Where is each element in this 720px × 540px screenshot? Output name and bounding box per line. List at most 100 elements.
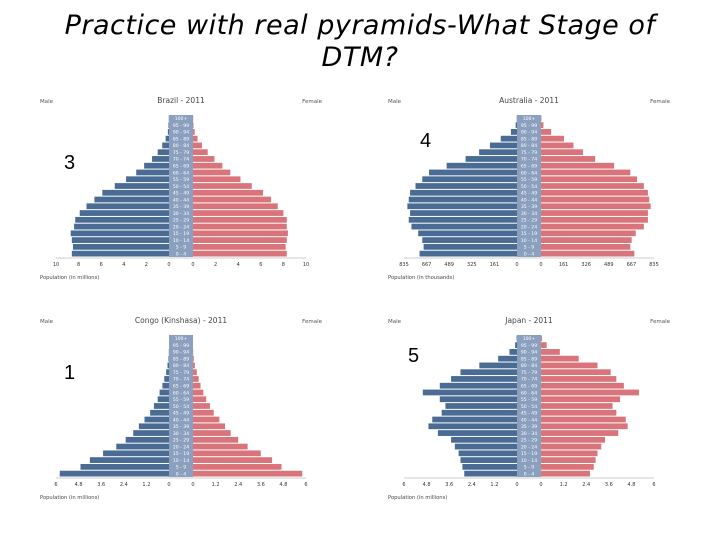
- age-label: 65 - 69: [521, 383, 537, 389]
- age-label: 75 - 79: [173, 150, 189, 156]
- female-bar: [193, 376, 199, 382]
- x-axis-label: Population (in millions): [40, 275, 99, 281]
- female-bar: [541, 349, 560, 355]
- age-label: 30 - 34: [521, 211, 537, 217]
- age-label: 60 - 64: [521, 390, 537, 396]
- x-tick-label: 0: [191, 262, 194, 268]
- male-bar: [144, 416, 169, 423]
- male-bar: [515, 342, 517, 349]
- male-bar: [102, 189, 169, 196]
- male-bar: [510, 129, 517, 135]
- male-bar: [167, 362, 169, 369]
- age-label: 65 - 69: [173, 163, 189, 169]
- age-label-band: [517, 115, 541, 257]
- female-bar: [541, 443, 602, 450]
- x-tick-label: 0: [167, 482, 170, 488]
- x-tick-label: 0: [191, 482, 194, 488]
- x-tick-label: 2: [214, 262, 217, 268]
- x-tick-label: 4.8: [423, 482, 431, 488]
- x-tick-label: 0: [515, 482, 518, 488]
- female-bar: [193, 223, 287, 230]
- stage-label-congo: 1: [64, 362, 76, 384]
- female-bar: [193, 470, 303, 477]
- male-bar: [439, 396, 517, 403]
- age-label: 5 - 9: [176, 245, 187, 251]
- age-label: 5 - 9: [524, 245, 535, 251]
- female-bar: [193, 162, 223, 169]
- male-bar: [515, 122, 517, 129]
- stage-label-australia: 4: [420, 130, 432, 152]
- female-label: Female: [650, 319, 671, 325]
- male-bar: [167, 129, 169, 135]
- age-label: 20 - 24: [521, 444, 537, 450]
- female-bar: [541, 423, 628, 430]
- male-bar: [86, 203, 169, 210]
- male-bar: [441, 409, 517, 416]
- female-bar: [193, 409, 214, 416]
- male-bar: [168, 122, 169, 129]
- male-bar: [150, 409, 169, 416]
- x-axis-label: Population (in millions): [388, 495, 447, 501]
- male-bar: [133, 430, 169, 436]
- male-bar: [75, 216, 169, 223]
- age-label: 35 - 39: [521, 424, 537, 430]
- age-label: 20 - 24: [173, 444, 189, 450]
- age-label: 80 - 84: [521, 143, 537, 149]
- female-bar: [193, 369, 197, 376]
- x-tick-label: 835: [399, 262, 409, 268]
- male-bar: [157, 396, 169, 403]
- female-bar: [193, 196, 271, 203]
- age-label: 30 - 34: [173, 211, 189, 217]
- pyramid-svg: Australia - 2011 Male Female 0 - 45 - 910 -…: [388, 96, 671, 281]
- male-label: Male: [388, 99, 402, 105]
- age-label: 75 - 79: [173, 370, 189, 376]
- female-bar: [541, 403, 613, 409]
- age-label: 75 - 79: [521, 150, 537, 156]
- age-label: 15 - 19: [521, 451, 537, 457]
- female-bar: [193, 355, 194, 362]
- age-label-band: [517, 335, 541, 477]
- age-label: 10 - 14: [173, 238, 189, 244]
- age-label: 40 - 44: [521, 197, 537, 203]
- x-tick-label: 0: [515, 262, 518, 268]
- female-label: Female: [650, 99, 671, 105]
- female-bar: [541, 203, 651, 210]
- male-bar: [74, 223, 169, 230]
- male-bar: [498, 355, 517, 362]
- male-bar: [509, 349, 517, 355]
- male-label: Male: [388, 319, 402, 325]
- age-label: 85 - 89: [521, 136, 537, 142]
- x-tick-label: 1.2: [560, 482, 568, 488]
- male-bar: [428, 423, 517, 430]
- chart-title: Brazil - 2011: [157, 96, 205, 105]
- age-label: 85 - 89: [173, 356, 189, 362]
- age-label: 40 - 44: [173, 417, 189, 423]
- male-bar: [489, 142, 517, 149]
- male-bar: [500, 135, 517, 142]
- age-label: 35 - 39: [173, 204, 189, 210]
- x-tick-label: 10: [303, 262, 309, 268]
- age-label: 95 - 99: [521, 123, 537, 129]
- age-label: 30 - 34: [521, 431, 537, 437]
- male-bar: [445, 403, 517, 409]
- male-bar: [126, 176, 169, 183]
- age-label: 70 - 74: [173, 157, 189, 163]
- female-bar: [541, 342, 547, 349]
- age-label: 50 - 54: [173, 404, 189, 410]
- male-bar: [460, 369, 517, 376]
- x-tick-label: 3.6: [257, 482, 265, 488]
- male-bar: [410, 210, 517, 216]
- female-bar: [541, 250, 635, 257]
- age-label: 0 - 4: [524, 471, 535, 477]
- female-bar: [541, 189, 648, 196]
- male-bar: [460, 457, 517, 463]
- age-label: 55 - 59: [521, 397, 537, 403]
- x-tick-label: 161: [490, 262, 500, 268]
- female-bar: [193, 142, 203, 149]
- pyramid-svg: Congo (Kinshasa) - 2011 Male Female 0 - 45 …: [40, 316, 323, 501]
- female-bar: [541, 430, 619, 436]
- x-axis-label: Population (in millions): [40, 495, 99, 501]
- male-bar: [408, 196, 517, 203]
